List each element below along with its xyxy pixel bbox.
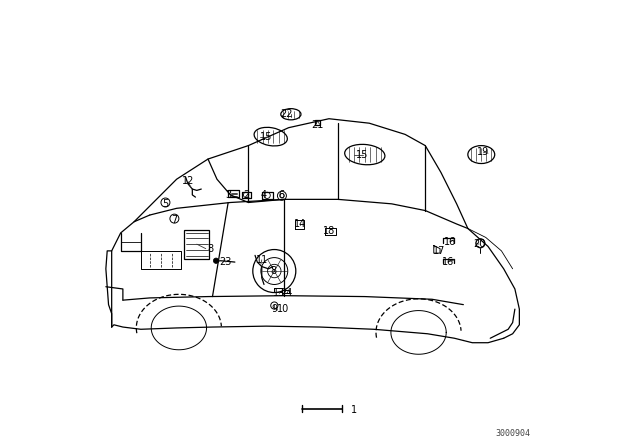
Text: 20: 20 — [473, 239, 485, 249]
Text: 3000904: 3000904 — [495, 429, 531, 438]
Circle shape — [213, 258, 219, 263]
Text: 16: 16 — [442, 257, 454, 267]
Text: 16: 16 — [444, 237, 456, 247]
Text: 17: 17 — [433, 246, 445, 256]
Ellipse shape — [254, 127, 287, 146]
Text: 15: 15 — [260, 132, 273, 142]
Text: 6: 6 — [279, 190, 285, 200]
Text: 15: 15 — [356, 150, 369, 159]
Text: 1: 1 — [351, 405, 356, 415]
Text: 24: 24 — [280, 289, 292, 298]
Text: 9: 9 — [271, 304, 277, 314]
Text: 23: 23 — [220, 257, 232, 267]
Text: 10: 10 — [277, 304, 289, 314]
Ellipse shape — [468, 146, 495, 164]
Text: 8: 8 — [270, 266, 276, 276]
Text: 21: 21 — [312, 121, 324, 130]
Ellipse shape — [281, 109, 301, 120]
Text: 8: 8 — [207, 244, 213, 254]
Text: 18: 18 — [323, 226, 335, 236]
Text: 5: 5 — [163, 199, 168, 209]
Text: 14: 14 — [294, 219, 306, 229]
Text: 4: 4 — [261, 190, 267, 200]
Text: 2: 2 — [243, 190, 249, 200]
Text: 11: 11 — [255, 255, 268, 265]
Text: 13: 13 — [273, 289, 285, 298]
Bar — [184, 229, 209, 259]
Text: 3: 3 — [225, 190, 231, 200]
Ellipse shape — [345, 144, 385, 165]
Text: 19: 19 — [477, 147, 490, 157]
Text: 12: 12 — [182, 177, 194, 186]
Text: 22: 22 — [280, 109, 292, 119]
Text: 7: 7 — [172, 215, 177, 224]
